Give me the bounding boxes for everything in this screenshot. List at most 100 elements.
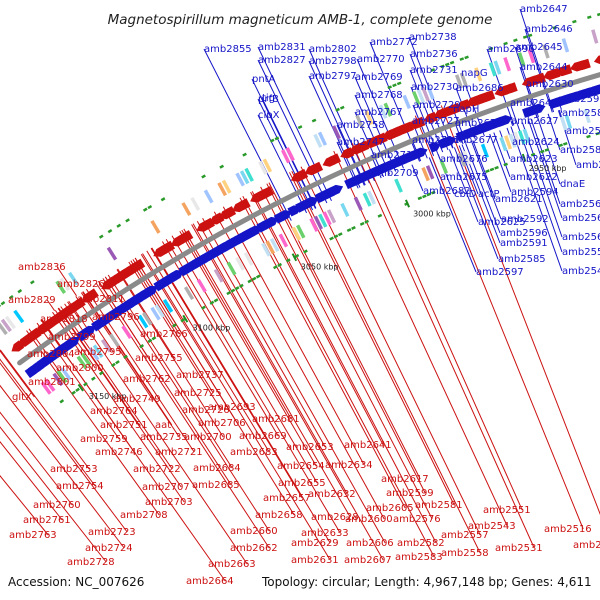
- reverse-gene-label: amb2796: [92, 312, 140, 323]
- forward-gene-connector: [354, 94, 391, 175]
- feature-dash: [294, 253, 300, 258]
- forward-gene-label: amb2567: [560, 199, 600, 210]
- feature-dash: [142, 207, 148, 212]
- reverse-gene-label: amb2582: [397, 538, 445, 549]
- forward-category-block: [522, 128, 531, 144]
- feature-dash: [75, 387, 80, 393]
- forward-category-block: [326, 209, 337, 224]
- reverse-gene-connector: [356, 140, 523, 511]
- reverse-gene-connector: [414, 115, 584, 530]
- forward-gene-arrow: [279, 210, 292, 221]
- reverse-gene-label: amb2762: [123, 374, 171, 385]
- forward-gene-label: amb2621: [495, 194, 543, 205]
- reverse-gene-connector: [68, 300, 248, 565]
- forward-category-block: [60, 367, 72, 381]
- reverse-category-block: [561, 38, 570, 53]
- reverse-category-block: [4, 315, 16, 330]
- forward-gene-label: amb2586: [566, 126, 600, 137]
- feature-dash: [139, 344, 145, 349]
- forward-gene-connector: [537, 117, 561, 185]
- forward-gene-label: amb2731: [410, 65, 458, 76]
- feature-dash: [387, 85, 393, 90]
- reverse-gene-arrow: [257, 186, 275, 199]
- reverse-category-block: [412, 90, 421, 106]
- feature-dash: [17, 288, 23, 294]
- reverse-gene-label: amb2800: [56, 363, 104, 374]
- forward-gene-label: amb2597: [476, 267, 524, 278]
- feature-dash: [333, 234, 339, 239]
- reverse-category-block: [421, 87, 430, 102]
- reverse-category-block: [317, 131, 327, 146]
- accession-text: Accession: NC_007626: [8, 575, 145, 589]
- forward-gene-connector: [257, 59, 328, 204]
- forward-gene-label: amb2624: [512, 137, 560, 148]
- feature-dash: [494, 165, 499, 170]
- reverse-gene-label: amb2751: [100, 420, 148, 431]
- reverse-gene-connector: [165, 238, 341, 534]
- forward-gene-connector: [448, 149, 479, 223]
- forward-category-block: [150, 306, 161, 321]
- forward-category-block: [243, 251, 254, 266]
- feature-dash: [464, 55, 469, 60]
- forward-gene-label: amb2711: [412, 135, 460, 146]
- forward-gene-label: amb2592: [501, 214, 549, 225]
- forward-gene-label: amb2644: [520, 62, 568, 73]
- forward-gene-label: amb2643: [510, 98, 558, 109]
- feature-dash: [595, 131, 600, 136]
- reverse-category-block: [280, 149, 291, 164]
- reverse-gene-label: amb2558: [441, 548, 489, 559]
- reverse-gene-label: amb2763: [9, 530, 57, 541]
- feature-dash: [422, 194, 427, 199]
- reverse-gene-label: amb2599: [386, 488, 434, 499]
- forward-gene-arrow: [305, 196, 319, 208]
- forward-category-block: [318, 213, 328, 228]
- reverse-gene-connector: [150, 247, 303, 499]
- reverse-gene-connector: [0, 349, 90, 470]
- forward-gene-arrow: [169, 270, 184, 282]
- forward-gene-label: pntA: [252, 74, 276, 85]
- feature-dash: [430, 68, 436, 72]
- forward-category-block: [353, 196, 363, 211]
- feature-dash: [303, 249, 308, 254]
- reverse-gene-label: amb2600: [345, 514, 393, 525]
- forward-gene-label: amb2585: [498, 254, 546, 265]
- forward-gene-connector: [472, 140, 496, 200]
- scale-ticks: 3150 kbp 3100 kbp 3050 kbp 3000 kbp 2950 kbp…: [77, 153, 567, 401]
- feature-dash: [98, 234, 104, 239]
- reverse-gene-label: amb2693: [208, 402, 256, 413]
- feature-dash: [337, 232, 343, 237]
- feature-dash: [285, 258, 291, 263]
- forward-gene-label: actP: [478, 189, 500, 200]
- forward-category-block: [92, 344, 104, 358]
- forward-gene-label: amb2709: [371, 168, 419, 179]
- forward-gene-arrow: [414, 147, 428, 159]
- reverse-category-block: [313, 133, 323, 148]
- forward-gene-label: amb2727: [412, 116, 460, 127]
- forward-category-block: [183, 286, 195, 301]
- feature-dash: [544, 148, 550, 152]
- reverse-category-block: [235, 172, 245, 187]
- feature-dash: [111, 362, 116, 368]
- reverse-category-block: [150, 220, 161, 234]
- feature-dash: [552, 25, 557, 30]
- feature-dash: [596, 12, 600, 17]
- reverse-gene-connector: [0, 426, 107, 563]
- reverse-category-block: [517, 52, 526, 67]
- forward-category-block: [517, 130, 526, 145]
- reverse-category-block: [55, 280, 67, 295]
- feature-dash: [213, 298, 219, 303]
- forward-gene-label: amb2797: [309, 71, 357, 82]
- forward-category-block: [137, 314, 149, 329]
- forward-gene-label: amb2831: [258, 42, 306, 53]
- forward-category-block: [162, 298, 174, 313]
- reverse-gene-arrow: [593, 53, 600, 65]
- forward-gene-label: amb2802: [309, 44, 357, 55]
- reverse-gene-connector: [213, 211, 385, 520]
- forward-gene-arrow: [246, 225, 263, 238]
- feature-dash: [147, 338, 153, 343]
- forward-gene-arrow: [428, 142, 441, 153]
- forward-gene-connector: [411, 164, 424, 192]
- reverse-gene-connector: [333, 150, 508, 527]
- reverse-gene-label: amb2633: [301, 528, 349, 539]
- forward-category-block: [559, 116, 568, 131]
